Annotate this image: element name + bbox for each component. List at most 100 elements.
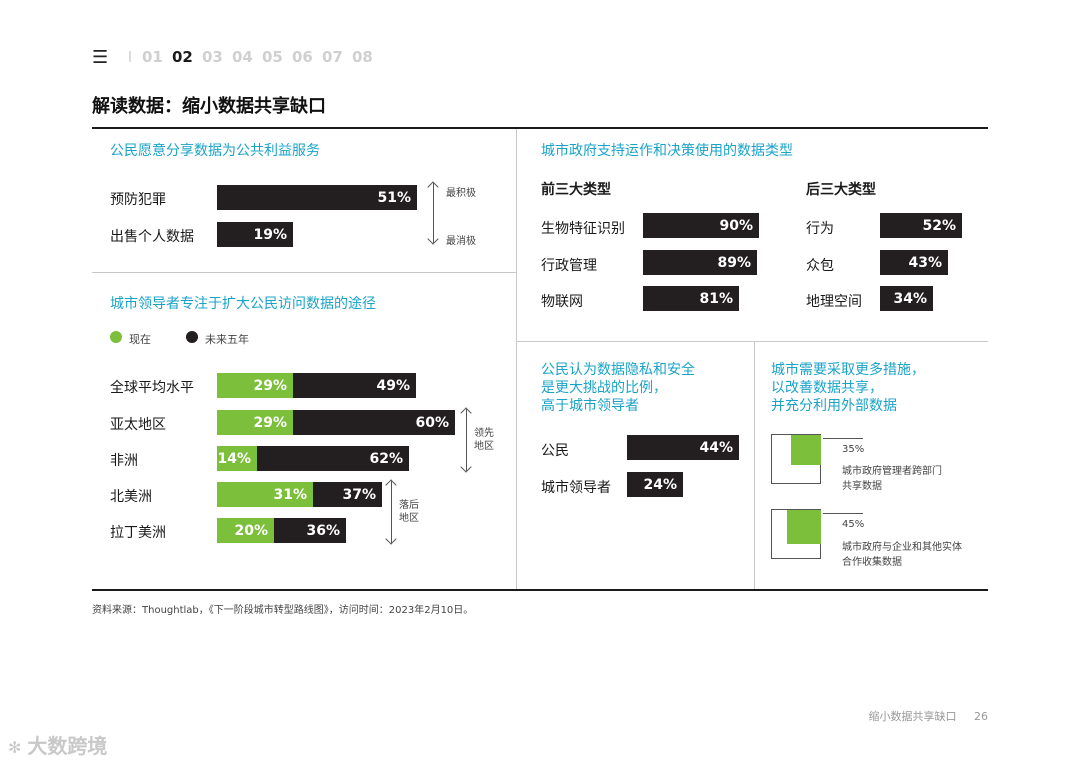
bottom3-row3-value: 34% (893, 290, 927, 307)
nav-item-05[interactable]: 05 (262, 48, 283, 66)
page-title: 解读数据：缩小数据共享缺口 (92, 96, 326, 117)
item1-percent: 35% (842, 444, 865, 455)
top3-row2-value: 89% (717, 254, 751, 271)
bottom3-row1-value: 52% (922, 217, 956, 234)
leading-arrow-icon (466, 409, 467, 471)
leading-label: 领先 地区 (474, 428, 494, 452)
s2-row2-label: 亚太地区 (110, 417, 166, 433)
s1-row1-label: 预防犯罪 (110, 192, 166, 208)
s2-row3-future-bar: 62% (257, 446, 409, 471)
s2-row3-now-bar: 14% (217, 446, 257, 471)
watermark-text: 大数跨境 (27, 734, 108, 758)
s2-row1-now-value: 29% (253, 377, 287, 394)
nav-item-01[interactable]: 01 (142, 48, 163, 66)
bottom3-row2-bar: 43% (880, 250, 948, 275)
section5-title-line1: 城市需要采取更多措施， (771, 362, 925, 378)
bottom3-row3-bar: 34% (880, 286, 933, 311)
s1-row2-label: 出售个人数据 (110, 229, 194, 245)
divider-left (92, 272, 516, 273)
nav-item-08[interactable]: 08 (352, 48, 373, 66)
nav-item-07[interactable]: 07 (322, 48, 343, 66)
lagging-label: 落后 地区 (399, 500, 419, 524)
lagging-arrow-icon (391, 481, 392, 543)
s2-row5-now-value: 20% (234, 522, 268, 539)
s1-row2-bar: 19% (217, 222, 293, 247)
s4-row2-value: 24% (643, 476, 677, 493)
nav-item-02[interactable]: 02 (172, 48, 193, 66)
item1-desc-line1: 城市政府管理者跨部门 (842, 466, 942, 477)
s2-row4-future-bar: 37% (313, 482, 382, 507)
top3-title: 前三大类型 (541, 182, 611, 198)
section4-title-line3: 高于城市领导者 (541, 398, 639, 414)
legend-future-label: 未来五年 (205, 333, 249, 346)
divider-vertical-main (516, 129, 517, 589)
bottom3-row3-label: 地理空间 (806, 294, 862, 310)
s2-row4-future-value: 37% (342, 486, 376, 503)
s2-row3-now-value: 14% (217, 450, 251, 467)
nav-item-03[interactable]: 03 (202, 48, 223, 66)
source-note: 资料来源：Thoughtlab，《下一阶段城市转型路线图》，访问时间：2023年… (92, 605, 474, 616)
legend-now-label: 现在 (129, 333, 151, 346)
item2-percent: 45% (842, 519, 865, 530)
s4-row1-bar: 44% (627, 435, 739, 460)
section4-title-line1: 公民认为数据隐私和安全 (541, 362, 695, 378)
s2-row5-future-value: 36% (306, 522, 340, 539)
section4-title-line2: 是更大挑战的比例， (541, 380, 667, 396)
s2-row3-label: 非洲 (110, 453, 138, 469)
bottom3-title: 后三大类型 (806, 182, 876, 198)
s2-row4-now-bar: 31% (217, 482, 313, 507)
bottom-rule (92, 589, 988, 591)
item1-desc-line2: 共享数据 (842, 481, 882, 492)
item2-desc-line1: 城市政府与企业和其他实体 (842, 542, 962, 553)
bottom3-row2-value: 43% (908, 254, 942, 271)
s2-row3-future-value: 62% (369, 450, 403, 467)
item2-desc-line2: 合作收集数据 (842, 557, 902, 568)
bottom3-row2-label: 众包 (806, 258, 834, 274)
s1-row1-bar: 51% (217, 185, 417, 210)
nav-separator: I (127, 48, 133, 66)
divider-vertical-right (754, 342, 755, 589)
s2-row4-now-value: 31% (273, 486, 307, 503)
nav-item-04[interactable]: 04 (232, 48, 253, 66)
s2-row4-label: 北美洲 (110, 489, 152, 505)
top3-row2-label: 行政管理 (541, 258, 597, 274)
footer-section-name: 缩小数据共享缺口 (868, 710, 957, 723)
collaborate-percent-icon (771, 509, 821, 559)
bottom3-row1-label: 行为 (806, 221, 834, 237)
s2-row5-future-bar: 36% (274, 518, 346, 543)
scale-bottom-label: 最消极 (446, 236, 476, 247)
s4-row2-bar: 24% (627, 472, 683, 497)
legend-now-dot (110, 331, 122, 343)
top3-row1-label: 生物特征识别 (541, 221, 625, 237)
item2-leader-line (823, 513, 863, 514)
section5-title-line3: 并充分利用外部数据 (771, 398, 897, 414)
s2-row5-label: 拉丁美洲 (110, 525, 166, 541)
scale-arrow-icon (433, 183, 434, 243)
share-percent-fill (791, 435, 821, 465)
watermark-logo-icon: ✻ (8, 738, 22, 757)
s2-row1-now-bar: 29% (217, 373, 293, 398)
s2-row2-now-value: 29% (253, 414, 287, 431)
menu-icon[interactable]: ☰ (92, 46, 109, 68)
s2-row2-future-value: 60% (415, 414, 449, 431)
s2-row2-future-bar: 60% (293, 410, 455, 435)
watermark: ✻ 大数跨境 (8, 730, 107, 759)
top3-row3-value: 81% (699, 290, 733, 307)
item1-leader-line (823, 438, 863, 439)
s1-row2-value: 19% (253, 226, 287, 243)
s2-row5-now-bar: 20% (217, 518, 274, 543)
top-rule (92, 127, 988, 129)
section3-title: 城市政府支持运作和决策使用的数据类型 (541, 143, 793, 159)
share-percent-icon (771, 434, 821, 484)
s4-row1-value: 44% (699, 439, 733, 456)
s1-row1-value: 51% (377, 189, 411, 206)
s2-row1-future-bar: 49% (293, 373, 416, 398)
section5-title-line2: 以改善数据共享， (771, 380, 883, 396)
s2-row2-now-bar: 29% (217, 410, 293, 435)
top3-row2-bar: 89% (643, 250, 757, 275)
page-footer: 缩小数据共享缺口 26 (869, 708, 989, 724)
page-number: 26 (974, 710, 988, 723)
nav-item-06[interactable]: 06 (292, 48, 313, 66)
top3-row3-bar: 81% (643, 286, 739, 311)
top3-row3-label: 物联网 (541, 294, 583, 310)
